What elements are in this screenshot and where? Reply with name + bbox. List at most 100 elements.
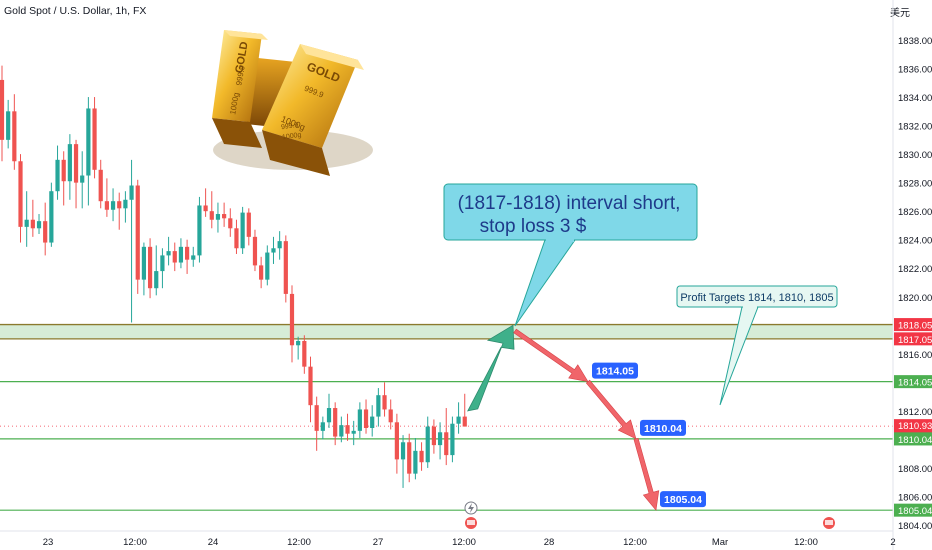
candle-body-33 xyxy=(203,205,208,212)
candle-body-3 xyxy=(18,161,23,227)
candle-body-50 xyxy=(308,366,313,406)
candle-body-25 xyxy=(154,271,159,289)
candle-body-70 xyxy=(431,426,436,446)
candle-body-72 xyxy=(444,432,449,456)
candle-body-35 xyxy=(215,214,221,220)
trade-arrows xyxy=(467,324,660,511)
candle-body-15 xyxy=(92,108,97,170)
candle-body-67 xyxy=(413,450,418,474)
arrow-down-1 xyxy=(513,328,589,383)
candle-body-49 xyxy=(302,340,307,367)
candle-body-31 xyxy=(191,255,196,260)
candle-body-51 xyxy=(314,405,319,431)
gold-bars-image: GOLD 999.9 1000g GOLD 999.9 1000g 999.9 … xyxy=(212,30,373,176)
x-tick-label-6: 28 xyxy=(544,537,555,548)
x-tick-label-4: 27 xyxy=(373,537,384,548)
candle-body-6 xyxy=(36,221,42,229)
candle-body-61 xyxy=(376,395,381,417)
candle-body-68 xyxy=(419,450,424,463)
gold-bar-left: GOLD 999.9 1000g xyxy=(212,30,268,148)
target-badge-2 xyxy=(660,491,706,508)
candle-body-63 xyxy=(388,409,393,423)
candle-body-53 xyxy=(326,408,332,423)
x-tick-label-5: 12:00 xyxy=(452,537,476,548)
callout-big-line2: stop loss 3 $ xyxy=(480,216,587,237)
y-tick-label-10: 1824.00 xyxy=(898,236,932,247)
candle-body-41 xyxy=(252,236,258,266)
y-tick-label-16: 1836.00 xyxy=(898,65,932,76)
candle-body-47 xyxy=(289,293,295,346)
x-tick-label-10: 2 xyxy=(890,537,895,548)
price-tag-level-0-text: 1814.05 xyxy=(898,378,932,389)
y-tick-label-8: 1820.00 xyxy=(898,293,932,304)
candle-body-66 xyxy=(407,442,412,474)
candle-body-55 xyxy=(339,425,344,437)
candle-body-37 xyxy=(228,218,233,229)
y-tick-label-15: 1834.00 xyxy=(898,93,932,104)
candle-body-69 xyxy=(425,426,430,463)
candle-body-1 xyxy=(6,111,11,140)
candle-body-23 xyxy=(141,246,147,280)
x-tick-label-9: 12:00 xyxy=(794,537,818,548)
time-axis[interactable]: 23 12:00 24 12:00 27 12:00 28 12:00 Mar 12:00 2 xyxy=(0,530,896,548)
candle-body-34 xyxy=(209,211,214,220)
price-tag-level-0 xyxy=(894,375,932,389)
candle-body-74 xyxy=(456,416,461,424)
arrow-down-3 xyxy=(633,437,660,511)
currency-label: 美元 xyxy=(890,8,910,19)
chart-title: Gold Spot / U.S. Dollar, 1h, FX xyxy=(4,5,147,17)
candle-body-28 xyxy=(172,251,177,263)
candle-body-16 xyxy=(98,169,103,202)
y-tick-label-13: 1830.00 xyxy=(898,150,932,161)
candle-body-54 xyxy=(333,408,338,437)
candle-body-14 xyxy=(86,108,91,176)
candle-body-21 xyxy=(129,185,134,200)
target-badges: 1814.05 1810.04 1805.04 xyxy=(592,362,706,508)
profit-targets-callout[interactable]: Profit Targets 1814, 1810, 1805 xyxy=(676,285,838,406)
candle-body-71 xyxy=(437,432,443,446)
candle-body-44 xyxy=(271,248,276,253)
candle-body-36 xyxy=(222,214,227,219)
candle-body-13 xyxy=(80,175,85,183)
candle-body-0 xyxy=(0,79,5,140)
candle-body-56 xyxy=(345,425,350,434)
y-tick-label-1: 1806.00 xyxy=(898,492,932,503)
gold-bar-left-text-2: 999.9 xyxy=(234,64,246,86)
candle-body-26 xyxy=(160,255,165,272)
candle-body-46 xyxy=(283,241,288,294)
target-badge-label-2: 1805.04 xyxy=(664,494,702,506)
candle-body-32 xyxy=(197,205,202,256)
price-axis[interactable]: 1804.001806.001808.001810.001812.001814.… xyxy=(892,0,932,550)
event-icons[interactable] xyxy=(464,501,835,529)
candle-body-73 xyxy=(450,423,455,456)
arrow-up-to-zone xyxy=(467,324,515,412)
gold-bar-left-text-3: 1000g xyxy=(228,92,241,115)
price-tag-zone-low-text: 1817.05 xyxy=(898,335,932,346)
candle-body-59 xyxy=(363,409,369,428)
y-tick-label-11: 1826.00 xyxy=(898,207,932,218)
candle-body-20 xyxy=(123,199,128,209)
price-tag-zone-high xyxy=(894,318,932,332)
candle-body-75 xyxy=(462,416,467,427)
y-tick-label-9: 1822.00 xyxy=(898,264,932,275)
price-tag-level-1-top-text: 1810.04 xyxy=(898,435,932,446)
candle-body-60 xyxy=(370,416,375,428)
candle-body-10 xyxy=(61,159,66,182)
short-interval-callout[interactable]: (1817-1818) interval short, stop loss 3 … xyxy=(443,183,698,327)
candle-body-38 xyxy=(234,228,239,249)
lightning-icon-glyph xyxy=(468,503,474,513)
x-tick-label-2: 24 xyxy=(208,537,219,548)
x-tick-label-3: 12:00 xyxy=(287,537,311,548)
y-tick-label-0: 1804.00 xyxy=(898,521,932,532)
candle-body-39 xyxy=(240,212,245,249)
candle-body-5 xyxy=(30,219,35,229)
y-tick-label-4: 1812.00 xyxy=(898,407,932,418)
gold-bar-small-text-2: 1000g xyxy=(282,132,302,142)
candle-body-30 xyxy=(185,246,190,260)
price-tag-zone-high-text: 1818.05 xyxy=(898,321,932,332)
price-tag-level-2-text: 1805.04 xyxy=(898,506,932,517)
candle-body-18 xyxy=(110,201,116,210)
y-tick-label-6: 1816.00 xyxy=(898,350,932,361)
arrow-down-2 xyxy=(585,379,637,440)
